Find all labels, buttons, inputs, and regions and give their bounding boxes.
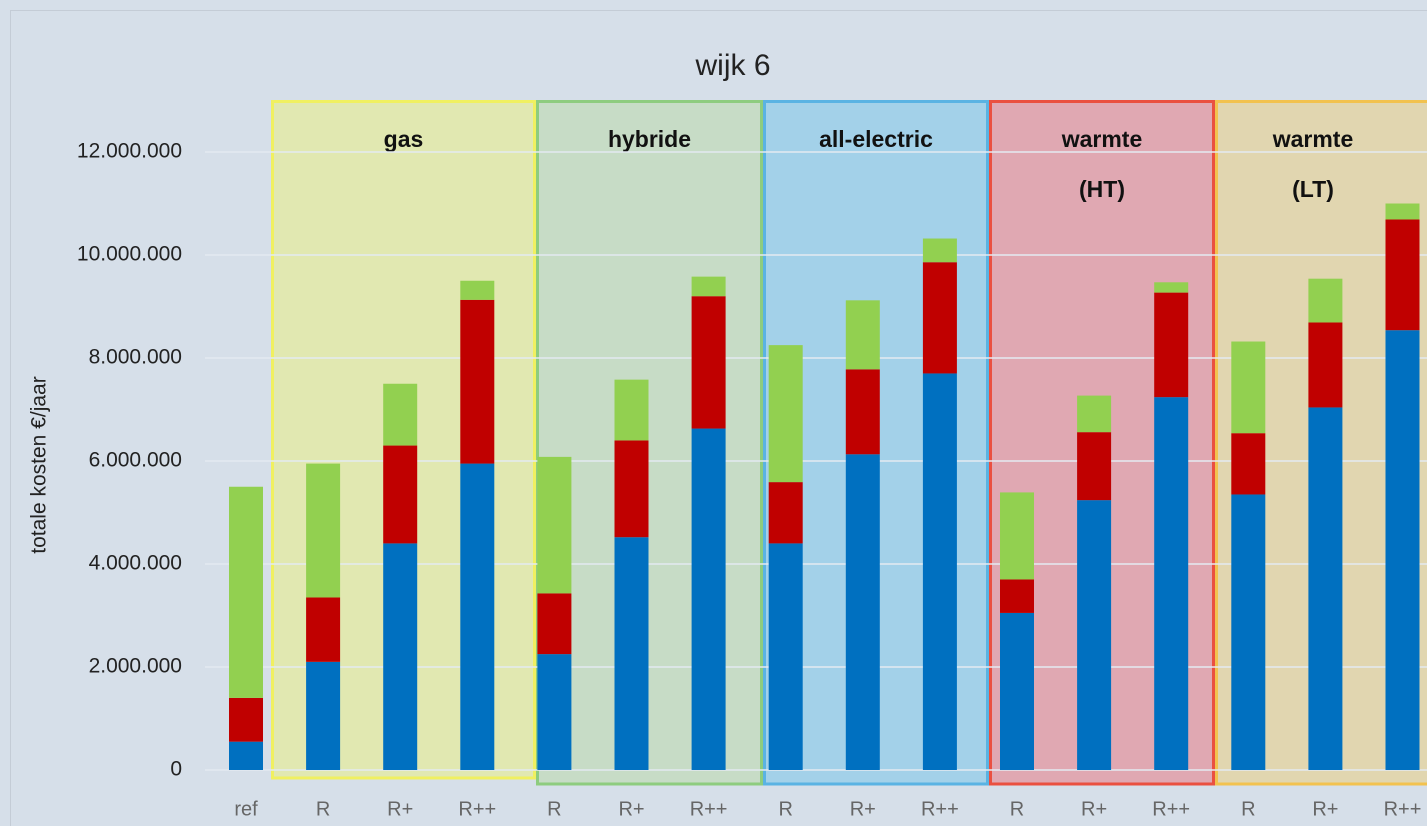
bar-segment — [1385, 219, 1420, 331]
bar-segment — [614, 537, 649, 770]
bar-segment — [460, 280, 495, 300]
x-tick-label: R+ — [387, 798, 413, 820]
bar-segment — [306, 661, 341, 770]
group-label: hybride — [608, 126, 691, 152]
bar-segment — [537, 654, 572, 770]
x-tick-label: R — [547, 798, 561, 820]
bar-segment — [1308, 407, 1343, 770]
bar-segment — [229, 486, 263, 698]
y-tick-label: 8.000.000 — [89, 346, 182, 369]
bar-segment — [537, 593, 572, 655]
x-tick-label: R+ — [618, 798, 644, 820]
bar-segment — [306, 463, 341, 598]
x-tick-label: R — [778, 798, 792, 820]
bar-segment — [845, 369, 880, 455]
bar-segment — [1231, 494, 1266, 770]
x-tick-label: R++ — [921, 798, 959, 820]
y-tick-label: 6.000.000 — [89, 449, 182, 472]
bar-segment — [922, 238, 957, 263]
bar-segment — [614, 379, 649, 441]
bar-segment — [1154, 282, 1189, 293]
bar-segment — [922, 373, 957, 770]
x-tick-label: R++ — [458, 798, 496, 820]
bar-segment — [614, 440, 649, 538]
bar-segment — [460, 299, 495, 464]
bar-segment — [1000, 579, 1034, 613]
x-tick-label: R — [1010, 798, 1024, 820]
x-tick-label: R++ — [690, 798, 728, 820]
bar-segment — [768, 345, 803, 483]
x-tick-label: R+ — [1081, 798, 1107, 820]
y-tick-label: 0 — [170, 758, 182, 781]
bar-segment — [1385, 203, 1420, 220]
x-tick-label: R++ — [1384, 798, 1422, 820]
bar-segment — [229, 697, 263, 742]
bar-segment — [768, 543, 803, 770]
x-tick-label: R — [1241, 798, 1255, 820]
bar-segment — [845, 300, 880, 370]
bar-segment — [1000, 492, 1034, 580]
group-label: gas — [384, 126, 424, 152]
bar-segment — [691, 276, 726, 297]
bar-segment — [383, 543, 418, 770]
bar-segment — [1231, 433, 1266, 495]
bar-segment — [306, 597, 341, 662]
y-tick-label: 4.000.000 — [89, 552, 182, 575]
x-tick-label: R+ — [850, 798, 876, 820]
bar-segment — [1385, 330, 1420, 770]
y-tick-label: 2.000.000 — [89, 655, 182, 678]
bar-segment — [460, 463, 495, 770]
bar-segment — [1231, 341, 1266, 434]
bar-segment — [383, 445, 418, 544]
bar-segment — [845, 454, 880, 770]
y-tick-label: 10.000.000 — [77, 243, 182, 266]
bar-segment — [691, 428, 726, 770]
group-label: (HT) — [1079, 176, 1125, 202]
bar-segment — [383, 383, 418, 446]
group-label: warmte — [1061, 126, 1143, 152]
bar-segment — [768, 482, 803, 544]
group-label: all-electric — [819, 126, 933, 152]
x-tick-label: ref — [234, 798, 258, 820]
y-tick-label: 12.000.000 — [77, 140, 182, 163]
bar-segment — [1077, 500, 1112, 770]
bar-segment — [1308, 278, 1343, 323]
x-tick-label: R — [316, 798, 330, 820]
group-label: (LT) — [1292, 176, 1334, 202]
bar-segment — [691, 296, 726, 429]
bar-segment — [1000, 612, 1034, 770]
chart-title: wijk 6 — [694, 49, 770, 82]
bar-segment — [1308, 322, 1343, 408]
group-label: warmte — [1272, 126, 1354, 152]
bar-segment — [1154, 397, 1189, 770]
bar-segment — [229, 741, 263, 770]
bar-segment — [1154, 292, 1189, 398]
bar-segment — [1077, 395, 1112, 433]
x-tick-label: R++ — [1152, 798, 1190, 820]
x-tick-label: R+ — [1312, 798, 1338, 820]
bar-segment — [1077, 432, 1112, 501]
bar-segment — [922, 262, 957, 374]
bar-segment — [537, 456, 572, 594]
y-axis-label: totale kosten €/jaar — [28, 376, 51, 553]
